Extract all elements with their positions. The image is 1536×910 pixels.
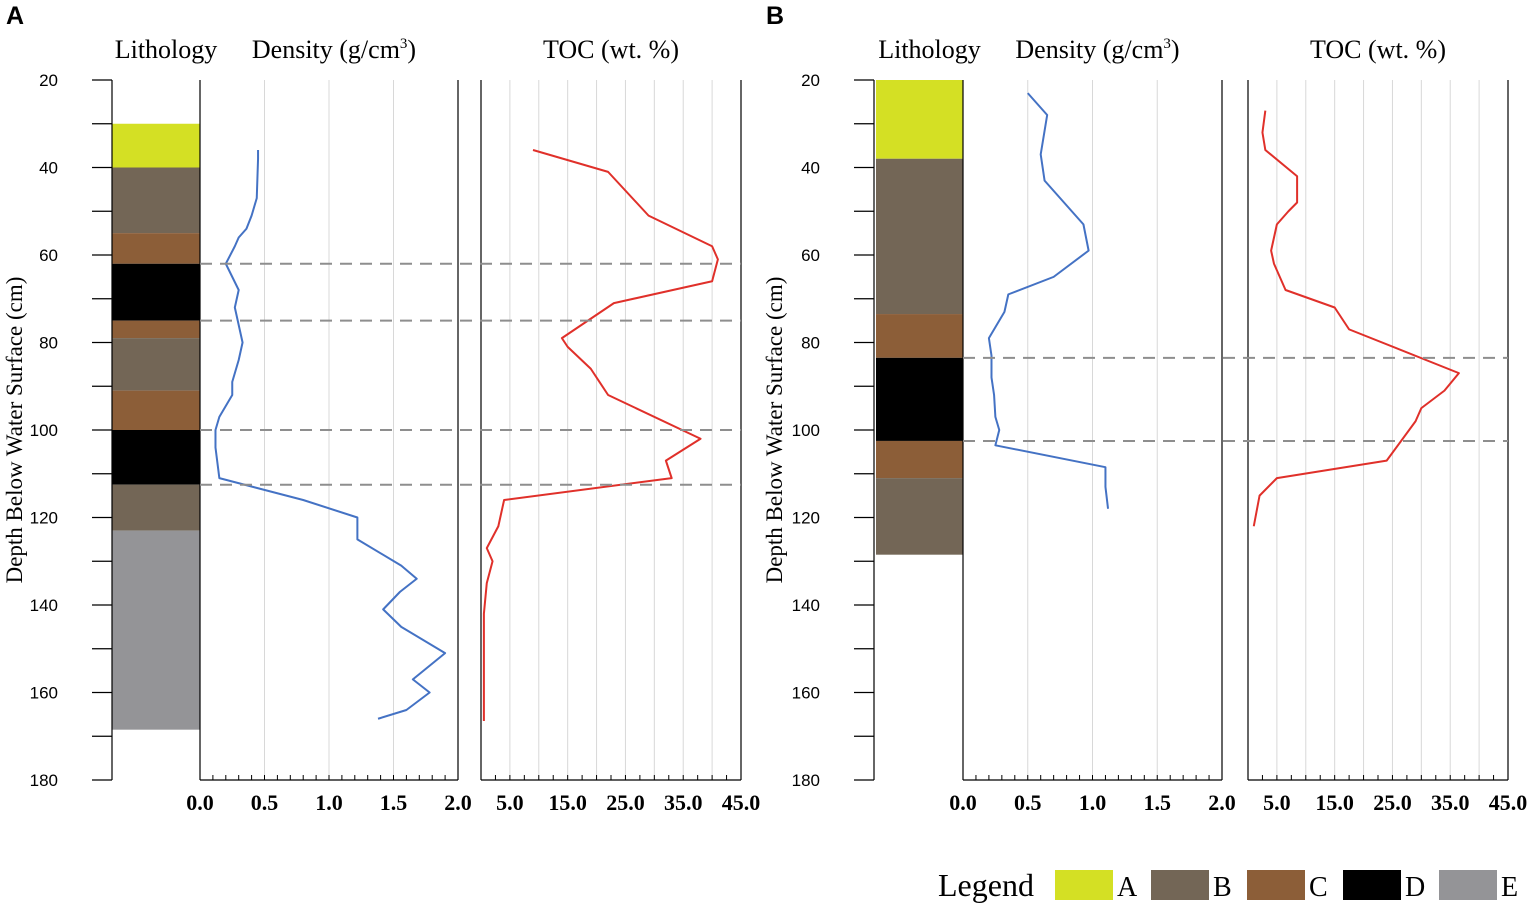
legend-label-d: D <box>1405 872 1425 903</box>
y-tick-label: 160 <box>30 684 58 703</box>
y-tick-label: 140 <box>30 596 58 615</box>
density-title-main: Density (g/cm <box>1015 35 1163 64</box>
legend-swatch-c <box>1247 870 1305 900</box>
legend-swatch-d <box>1343 870 1401 900</box>
lithology-layer-b <box>876 158 963 315</box>
lithology-title: Lithology <box>878 35 981 64</box>
toc-x-tick-label: 25.0 <box>1373 790 1412 815</box>
y-tick-label: 160 <box>792 684 820 703</box>
y-tick-label: 140 <box>792 596 820 615</box>
density-title-sup: 3 <box>400 36 408 52</box>
density-x-tick-label: 2.0 <box>444 790 472 815</box>
y-axis-label: Depth Below Water Surface (cm) <box>2 277 27 584</box>
y-tick-label: 20 <box>801 71 820 90</box>
legend: Legend A B C D E <box>938 867 1518 903</box>
panel-a: A Lithology Density (g/cm3) TOC (wt. %) Dept… <box>2 2 760 815</box>
y-tick-label: 120 <box>30 509 58 528</box>
y-tick-label: 80 <box>39 334 58 353</box>
lithology-layer-c <box>112 233 200 264</box>
density-title-end: ) <box>407 35 416 64</box>
lithology-layer-c <box>876 314 963 358</box>
toc-x-tick-label: 45.0 <box>722 790 761 815</box>
lithology-title: Lithology <box>115 35 218 64</box>
legend-swatch-a <box>1055 870 1113 900</box>
legend-title: Legend <box>938 867 1034 903</box>
legend-swatch-e <box>1439 870 1497 900</box>
lithology-layer-d <box>112 430 200 485</box>
toc-x-tick-label: 25.0 <box>606 790 645 815</box>
toc-x-tick-label: 45.0 <box>1489 790 1528 815</box>
density-x-tick-label: 0.0 <box>186 790 214 815</box>
lithology-layer-a <box>876 80 963 159</box>
lithology-layer-e <box>112 530 200 730</box>
lithology-layer-b <box>112 484 200 531</box>
toc-series-line <box>482 149 719 721</box>
density-x-tick-label: 1.0 <box>315 790 343 815</box>
density-title: Density (g/cm3) <box>1015 35 1179 64</box>
legend-label-a: A <box>1117 872 1138 903</box>
density-x-tick-label: 2.0 <box>1208 790 1236 815</box>
density-title-end: ) <box>1171 35 1180 64</box>
legend-label-b: B <box>1213 872 1232 903</box>
toc-x-tick-label: 5.0 <box>1263 790 1291 815</box>
density-x-tick-label: 0.0 <box>949 790 977 815</box>
toc-title: TOC (wt. %) <box>1310 35 1446 64</box>
y-tick-label: 60 <box>39 246 58 265</box>
y-tick-label: 100 <box>792 421 820 440</box>
density-x-tick-label: 0.5 <box>1014 790 1042 815</box>
toc-series-line <box>1252 110 1460 527</box>
panel-letter: B <box>766 2 784 30</box>
density-x-tick-label: 1.5 <box>380 790 408 815</box>
y-tick-label: 180 <box>792 771 820 790</box>
legend-label-c: C <box>1309 872 1328 903</box>
panel-letter: A <box>6 2 24 30</box>
y-tick-label: 60 <box>801 246 820 265</box>
y-tick-label: 180 <box>30 771 58 790</box>
lithology-layer-c <box>112 390 200 430</box>
toc-x-tick-label: 15.0 <box>548 790 587 815</box>
density-title-sup: 3 <box>1163 36 1171 52</box>
lithology-layer-a <box>112 123 200 168</box>
density-series-line <box>987 92 1110 509</box>
y-tick-label: 20 <box>39 71 58 90</box>
lithology-layer-b <box>112 338 200 391</box>
lithology-layer-b <box>112 167 200 234</box>
y-tick-label: 40 <box>39 159 58 178</box>
density-title: Density (g/cm3) <box>252 35 416 64</box>
toc-x-tick-label: 15.0 <box>1315 790 1354 815</box>
lithology-layer-d <box>112 263 200 321</box>
y-tick-label: 100 <box>30 421 58 440</box>
lithology-layer-c <box>876 440 963 479</box>
density-title-main: Density (g/cm <box>252 35 400 64</box>
panel-b: B Lithology Density (g/cm3) TOC (wt. %) Dept… <box>762 2 1527 815</box>
y-tick-label: 40 <box>801 159 820 178</box>
legend-swatch-b <box>1151 870 1209 900</box>
density-x-tick-label: 1.5 <box>1144 790 1172 815</box>
density-x-tick-label: 0.5 <box>251 790 279 815</box>
y-axis-label: Depth Below Water Surface (cm) <box>762 277 787 584</box>
lithology-layer-b <box>876 478 963 555</box>
toc-x-tick-label: 35.0 <box>664 790 703 815</box>
lithology-layer-d <box>876 357 963 441</box>
y-tick-label: 120 <box>792 509 820 528</box>
legend-label-e: E <box>1501 872 1518 903</box>
lithology-layer-c <box>112 320 200 339</box>
toc-x-tick-label: 35.0 <box>1431 790 1470 815</box>
density-series-line <box>214 150 447 720</box>
toc-x-tick-label: 5.0 <box>496 790 524 815</box>
y-tick-label: 80 <box>801 334 820 353</box>
toc-title: TOC (wt. %) <box>543 35 679 64</box>
density-x-tick-label: 1.0 <box>1079 790 1107 815</box>
